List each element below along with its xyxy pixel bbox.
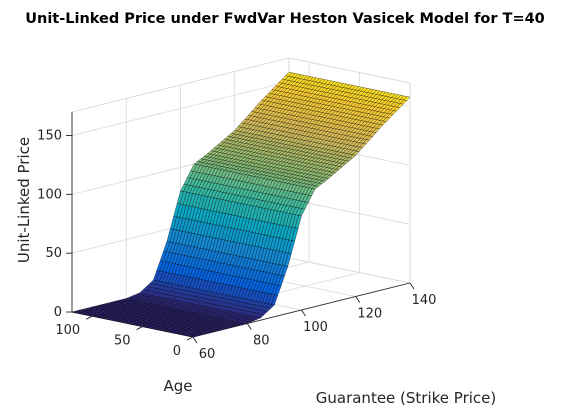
y-axis-label: Age xyxy=(163,377,192,395)
box-edge xyxy=(288,57,411,84)
x-tick-label: 60 xyxy=(199,347,216,362)
z-tick-label: 150 xyxy=(37,129,62,144)
x-tick-mark xyxy=(301,309,306,317)
x-axis-label: Guarantee (Strike Price) xyxy=(316,389,496,407)
surface-patch xyxy=(403,96,411,101)
x-tick-mark xyxy=(409,282,415,290)
z-axis-label: Unit-Linked Price xyxy=(15,137,33,263)
y-tick-mark xyxy=(186,336,194,341)
z-tick-label: 50 xyxy=(45,246,62,261)
x-tick-label: 100 xyxy=(303,320,328,335)
gridline-x xyxy=(288,257,411,284)
chart-title: Unit-Linked Price under FwdVar Heston Va… xyxy=(25,11,545,27)
y-tick-label: 50 xyxy=(114,334,131,349)
z-tick-label: 100 xyxy=(37,187,62,202)
y-tick-label: 0 xyxy=(173,344,181,359)
x-tick-mark xyxy=(246,323,252,330)
surface-mesh xyxy=(71,71,411,338)
tick-labels: 0 50 100 150 60 80 100 120 140 0 50 100 xyxy=(37,129,436,362)
x-tick-mark xyxy=(192,336,198,344)
x-tick-mark xyxy=(355,296,361,303)
y-tick-mark xyxy=(136,326,143,330)
x-tick-label: 140 xyxy=(412,293,437,308)
z-tick-label: 0 xyxy=(54,305,62,320)
y-tick-label: 100 xyxy=(55,323,80,338)
y-tick-mark xyxy=(85,315,93,320)
box-edge xyxy=(71,57,290,113)
x-tick-label: 80 xyxy=(253,334,270,349)
x-tick-label: 120 xyxy=(357,307,382,322)
